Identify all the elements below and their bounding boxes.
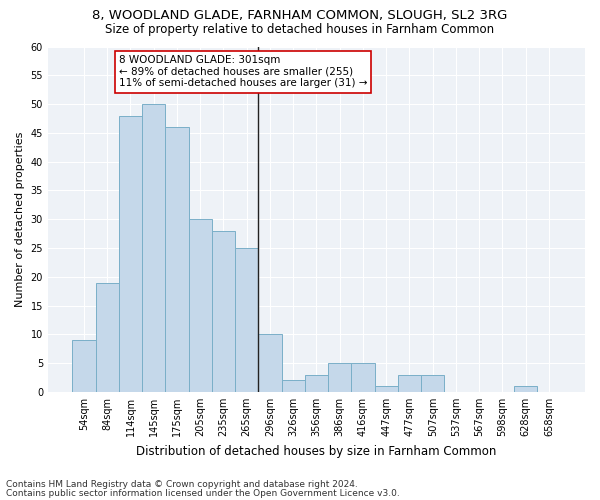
Bar [188, 219, 212, 392]
Bar [398, 374, 421, 392]
Bar [421, 374, 445, 392]
Bar [235, 248, 259, 392]
Bar [166, 127, 188, 392]
Bar [73, 340, 95, 392]
Bar [142, 104, 166, 392]
Text: 8 WOODLAND GLADE: 301sqm
← 89% of detached houses are smaller (255)
11% of semi-: 8 WOODLAND GLADE: 301sqm ← 89% of detach… [119, 55, 367, 88]
Bar [352, 363, 374, 392]
Bar [259, 334, 281, 392]
Bar [305, 374, 328, 392]
Text: Contains public sector information licensed under the Open Government Licence v3: Contains public sector information licen… [6, 489, 400, 498]
Text: 8, WOODLAND GLADE, FARNHAM COMMON, SLOUGH, SL2 3RG: 8, WOODLAND GLADE, FARNHAM COMMON, SLOUG… [92, 9, 508, 22]
Bar [95, 282, 119, 392]
Text: Size of property relative to detached houses in Farnham Common: Size of property relative to detached ho… [106, 22, 494, 36]
Y-axis label: Number of detached properties: Number of detached properties [15, 132, 25, 307]
Bar [281, 380, 305, 392]
X-axis label: Distribution of detached houses by size in Farnham Common: Distribution of detached houses by size … [136, 444, 497, 458]
Bar [374, 386, 398, 392]
Text: Contains HM Land Registry data © Crown copyright and database right 2024.: Contains HM Land Registry data © Crown c… [6, 480, 358, 489]
Bar [514, 386, 538, 392]
Bar [119, 116, 142, 392]
Bar [212, 230, 235, 392]
Bar [328, 363, 352, 392]
